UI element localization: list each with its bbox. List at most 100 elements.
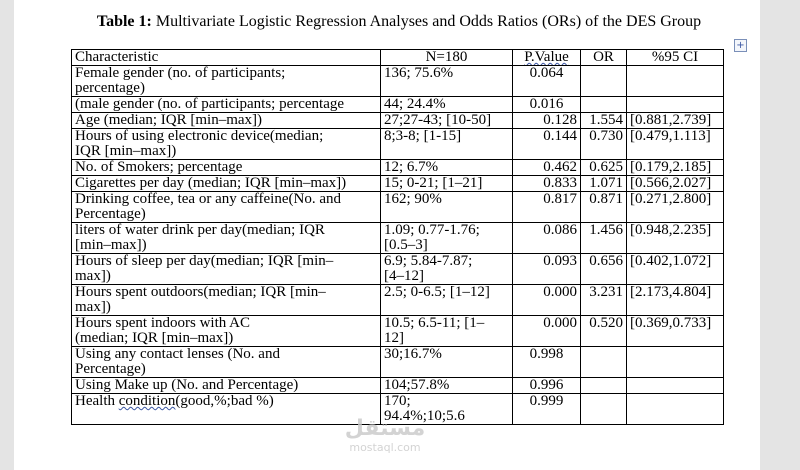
cell-n: 12; 6.7% (380, 159, 513, 176)
cell-or: 0.520 (580, 315, 627, 347)
cell-characteristic: Using Make up (No. and Percentage) (71, 377, 381, 394)
cell-n: 15; 0-21; [1–21] (380, 175, 513, 192)
cell-or: 0.656 (580, 253, 627, 285)
cell-characteristic: Female gender (no. of participants; perce… (71, 65, 381, 97)
cell-text-line: Using Make up (No. and Percentage) (75, 377, 299, 393)
right-margin (760, 0, 800, 470)
caption-label: Table 1: (96, 13, 152, 30)
cell-p-value: 0.998 (512, 346, 581, 378)
cell-text-line: 2.5; 0-6.5; [1–12] (384, 284, 490, 300)
cell-p-value: 0.144 (512, 128, 581, 160)
cell-text-line: Cigarettes per day (median; IQR [min–max… (75, 175, 347, 191)
cell-or (580, 96, 627, 113)
cell-text-line: 12; 6.7% (384, 159, 439, 175)
cell-n: 2.5; 0-6.5; [1–12] (380, 284, 513, 316)
cell-or: 1.554 (580, 112, 627, 129)
results-table: Characteristic N=180 P.Value OR %95 CI F… (71, 49, 724, 425)
cell-text-line: Hours spent outdoors(median; IQR [min– (75, 284, 326, 300)
cell-text-line: Hours spent indoors with AC (75, 315, 251, 331)
cell-text-line: Health condition(good,%;bad %) (75, 393, 274, 409)
cell-text-line: 30;16.7% (384, 346, 442, 362)
cell-text-line: 136; 75.6% (384, 65, 454, 81)
cell-or: 0.871 (580, 191, 627, 223)
cell-ci: [2.173,4.804] (626, 284, 724, 316)
cell-ci: [0.369,0.733] (626, 315, 724, 347)
left-margin (0, 0, 14, 470)
caption-text: Multivariate Logistic Regression Analyse… (151, 13, 702, 30)
cell-or (580, 377, 627, 394)
watermark-line1: مستقل (344, 416, 426, 441)
cell-or: 0.730 (580, 128, 627, 160)
cell-ci: [0.179,2.185] (626, 159, 724, 176)
cell-n: 8;3-8; [1-15] (380, 128, 513, 160)
cell-text-line: liters of water drink per day(median; IQ… (75, 222, 325, 238)
cell-characteristic: Using any contact lenses (No. and Percent… (71, 346, 381, 378)
cell-text-line: max]) (75, 268, 111, 284)
cell-characteristic: liters of water drink per day(median; IQ… (71, 222, 381, 254)
cell-or (580, 65, 627, 97)
cell-text-line: max]) (75, 299, 111, 315)
cell-n: 44; 24.4% (380, 96, 513, 113)
cell-text-line: [0.5–3] (384, 237, 428, 253)
spellcheck-underline: condition (118, 393, 176, 409)
cell-p-value: 0.093 (512, 253, 581, 285)
cell-text-line: 15; 0-21; [1–21] (384, 175, 483, 191)
cell-p-value: 0.462 (512, 159, 581, 176)
cell-text-line: 162; 90% (384, 191, 442, 207)
cell-n: 1.09; 0.77-1.76; [0.5–3] (380, 222, 513, 254)
cell-ci: [0.271,2.800] (626, 191, 724, 223)
table-row: (male gender (no. of participants; perce… (71, 96, 724, 113)
cell-ci: [0.948,2.235] (626, 222, 724, 254)
cell-text-line: [4–12] (384, 268, 424, 284)
cell-text-line: 94.4%;10;5.6 (384, 408, 465, 424)
cell-n: 6.9; 5.84-7.87; [4–12] (380, 253, 513, 285)
cell-p-value: 0.999 (512, 393, 581, 425)
cell-characteristic: Hours of using electronic device(median;… (71, 128, 381, 160)
cell-text-line: percentage) (75, 80, 145, 96)
cell-text-line: Age (median; IQR [min–max]) (75, 112, 263, 128)
cell-characteristic: Hours spent outdoors(median; IQR [min– ma… (71, 284, 381, 316)
cell-characteristic: Hours of sleep per day(median; IQR [min–… (71, 253, 381, 285)
table-caption: Table 1: Multivariate Logistic Regressio… (64, 13, 734, 30)
cell-characteristic: Age (median; IQR [min–max]) (71, 112, 381, 129)
cell-text-line: Percentage) (75, 206, 146, 222)
table-row: Hours spent outdoors(median; IQR [min– ma… (71, 284, 724, 316)
cell-n: 104;57.8% (380, 377, 513, 394)
cell-text-line: [min–max]) (75, 237, 147, 253)
cell-characteristic: Health condition(good,%;bad %) (71, 393, 381, 425)
table-row: Using Make up (No. and Percentage) 104;57… (71, 377, 724, 394)
cell-ci (626, 96, 724, 113)
table-move-handle-icon[interactable]: + (734, 39, 747, 52)
header-or: OR (580, 49, 627, 66)
cell-n: 170; 94.4%;10;5.6 (380, 393, 513, 425)
watermark-line2: mostaql.com (349, 441, 421, 454)
cell-text-line: Using any contact lenses (No. and (75, 346, 280, 362)
table-row: Health condition(good,%;bad %) 170; 94.4%;… (71, 393, 724, 425)
cell-ci: [0.479,1.113] (626, 128, 724, 160)
table-header-row: Characteristic N=180 P.Value OR %95 CI (71, 49, 724, 66)
cell-or (580, 393, 627, 425)
cell-or: 3.231 (580, 284, 627, 316)
cell-p-value: 0.817 (512, 191, 581, 223)
cell-p-value: 0.833 (512, 175, 581, 192)
cell-p-value: 0.000 (512, 284, 581, 316)
cell-n: 136; 75.6% (380, 65, 513, 97)
cell-text-line: 6.9; 5.84-7.87; (384, 253, 473, 269)
cell-p-value: 0.086 (512, 222, 581, 254)
cell-text-line: Hours of using electronic device(median; (75, 128, 324, 144)
cell-n: 27;27-43; [10-50] (380, 112, 513, 129)
header-ci: %95 CI (626, 49, 724, 66)
header-characteristic: Characteristic (71, 49, 381, 66)
cell-characteristic: Drinking coffee, tea or any caffeine(No.… (71, 191, 381, 223)
cell-text-line: (median; IQR [min–max]) (75, 330, 234, 346)
cell-characteristic: No. of Smokers; percentage (71, 159, 381, 176)
watermark-logo: مستقل mostaql.com (340, 416, 430, 466)
table-row: Cigarettes per day (median; IQR [min–max… (71, 175, 724, 192)
cell-characteristic: (male gender (no. of participants; perce… (71, 96, 381, 113)
table-row: Hours spent indoors with AC (median; IQR … (71, 315, 724, 347)
table-row: Age (median; IQR [min–max]) 27;27-43; [10… (71, 112, 724, 129)
cell-text-line: Hours of sleep per day(median; IQR [min– (75, 253, 334, 269)
cell-text-line: Percentage) (75, 361, 146, 377)
cell-ci: [0.402,1.072] (626, 253, 724, 285)
cell-ci: [0.881,2.739] (626, 112, 724, 129)
